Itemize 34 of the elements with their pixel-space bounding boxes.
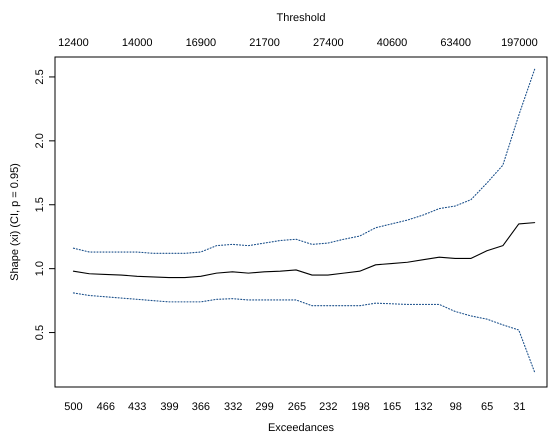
- text: 197000: [501, 37, 538, 49]
- x-tick-label: 466: [96, 400, 115, 413]
- text: 14000: [122, 37, 152, 49]
- x-tick-label: 65: [480, 400, 494, 413]
- y-axis-title: Shape (xi) (CI, p = 0.95): [9, 163, 21, 281]
- x-tick-label: 299: [255, 400, 274, 413]
- line-series: [72, 222, 536, 278]
- text: 63400: [440, 37, 472, 49]
- x-tick-label: 132: [414, 400, 433, 413]
- x-tick-label: 232: [319, 400, 338, 413]
- text: 21700: [249, 37, 280, 49]
- x-tick-label: 366: [192, 400, 210, 413]
- x-tick-label: 265: [288, 400, 306, 413]
- x-tick-label: 500: [64, 400, 83, 413]
- text: 16900: [186, 37, 216, 49]
- x-tick-label: 198: [351, 400, 370, 413]
- text: 27400: [312, 37, 344, 49]
- y-tick-label: 1.5: [34, 197, 46, 212]
- x2-axis-title: Threshold: [276, 12, 326, 24]
- x-tick-label: 98: [450, 400, 462, 413]
- y-tick-label: 2.5: [34, 69, 46, 85]
- y-tick-label: 0.5: [34, 324, 46, 340]
- text: 40600: [376, 37, 408, 49]
- text: 12400: [58, 37, 89, 49]
- y-tick-label: 1.0: [34, 261, 46, 276]
- x-axis-title: Exceedances: [268, 422, 335, 434]
- x-tick-label: 399: [160, 400, 179, 413]
- x-tick-label: 332: [224, 400, 242, 413]
- y-tick-label: 2.0: [34, 133, 46, 148]
- x-tick-label: 31: [513, 400, 526, 413]
- line-series: [72, 292, 536, 373]
- x-tick-label: 165: [382, 400, 402, 413]
- line-series: [72, 68, 536, 254]
- x-tick-label: 433: [128, 400, 146, 413]
